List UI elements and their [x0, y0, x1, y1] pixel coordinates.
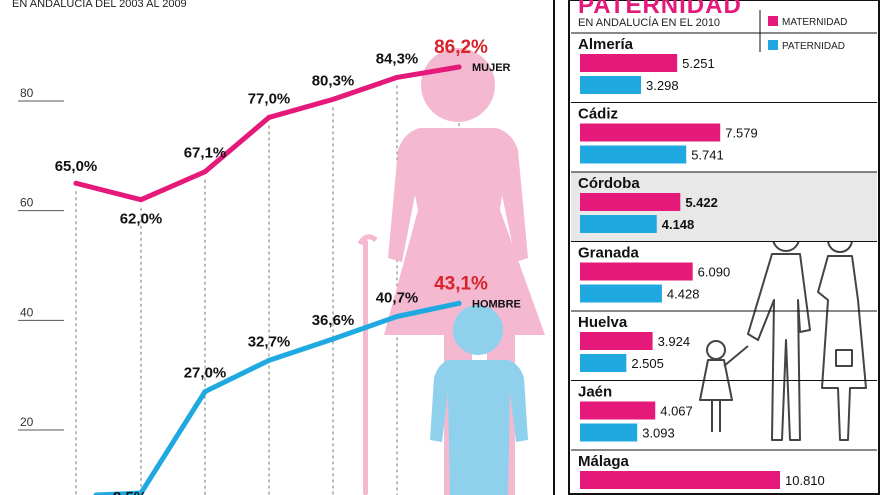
- boy-illustration: [430, 305, 528, 495]
- data-point: [138, 197, 144, 203]
- data-label: 62,0%: [120, 211, 163, 228]
- cane: [363, 240, 368, 495]
- y-tick-label: 60: [20, 196, 34, 210]
- data-point: [266, 357, 272, 363]
- data-labels: 65,0% 62,0% 67,1% 77,0% 80,3% 84,3% 86,2% 27,0%…: [55, 37, 488, 495]
- data-label: 84,3%: [376, 50, 419, 67]
- category-label: Granada: [578, 245, 640, 262]
- line-chart: EN ANDALUCÍA DEL 2003 AL 2009 80 60 40 20 6…: [12, 0, 545, 495]
- bar-value-label: 5.251: [682, 56, 715, 71]
- bar-maternidad: [580, 123, 721, 142]
- bar-value-label: 5.422: [685, 195, 718, 210]
- bar-value-label: 3.093: [642, 426, 675, 441]
- bar-value-label: 6.090: [698, 265, 731, 280]
- bar-paternidad: [580, 284, 662, 303]
- cane-handle: [357, 234, 378, 246]
- data-point: [330, 336, 336, 342]
- y-tick-label: 20: [20, 415, 34, 429]
- data-label: 32,7%: [248, 333, 291, 350]
- data-label-clipped: 8,5%: [113, 489, 147, 495]
- data-label: 77,0%: [248, 90, 291, 107]
- category-label: Cádiz: [578, 106, 618, 123]
- bar-maternidad: [580, 262, 693, 281]
- category-label: Málaga: [578, 453, 630, 470]
- data-label: 80,3%: [312, 72, 355, 89]
- bar-panel-frame: [568, 0, 880, 495]
- data-point: [202, 169, 208, 175]
- boy-head: [453, 305, 503, 355]
- data-point: [202, 389, 208, 395]
- data-point: [456, 300, 462, 306]
- legend-swatch: [768, 40, 778, 50]
- data-label: 36,6%: [312, 312, 355, 329]
- bar-chart: PATERNIDAD EN ANDALUCÍA EN EL 2010 MATER…: [571, 0, 877, 489]
- bar-value-label: 4.148: [662, 217, 695, 232]
- family-illustration: [699, 224, 867, 441]
- category-label: Almería: [578, 36, 634, 53]
- data-label: 65,0%: [55, 158, 98, 175]
- bar-maternidad: [580, 401, 656, 420]
- category-label: Jaén: [578, 384, 612, 401]
- bar-chart-subtitle: EN ANDALUCÍA EN EL 2010: [578, 16, 720, 29]
- data-label: 40,7%: [376, 289, 419, 306]
- data-point: [266, 114, 272, 120]
- series-name-hombre: HOMBRE: [472, 298, 521, 310]
- bar-value-label: 5.741: [691, 148, 724, 163]
- bar-value-label: 7.579: [725, 126, 758, 141]
- bar-maternidad: [580, 471, 780, 489]
- y-tick-label: 80: [20, 86, 34, 100]
- bar-maternidad: [580, 54, 678, 72]
- data-label: 86,2%: [434, 37, 488, 58]
- y-tick-label: 40: [20, 305, 34, 319]
- bar-paternidad: [580, 76, 642, 94]
- data-label: 67,1%: [184, 145, 227, 162]
- bar-value-label: 2.505: [631, 356, 664, 371]
- data-point: [456, 64, 462, 70]
- data-label: 43,1%: [434, 273, 488, 294]
- legend-swatch: [768, 16, 778, 26]
- bar-paternidad: [580, 423, 638, 442]
- bar-maternidad: [580, 193, 681, 211]
- category-label: Córdoba: [578, 175, 640, 192]
- bar-value-label: 3.298: [646, 78, 679, 93]
- bar-value-label: 4.067: [660, 404, 693, 419]
- series-lines: [73, 64, 462, 495]
- legend-label: MATERNIDAD: [782, 17, 847, 28]
- legend: MATERNIDAD PATERNIDAD: [759, 10, 847, 52]
- data-point: [394, 313, 400, 319]
- bar-paternidad: [580, 215, 657, 233]
- series-name-mujer: MUJER: [472, 62, 511, 74]
- data-point: [138, 490, 144, 495]
- bar-value-label: 3.924: [658, 334, 691, 349]
- data-label: 27,0%: [184, 365, 227, 382]
- panel-divider: [553, 0, 555, 495]
- bar-value-label: 10.810: [785, 473, 825, 488]
- data-point: [330, 96, 336, 102]
- data-point: [394, 74, 400, 80]
- bar-paternidad: [580, 145, 687, 164]
- legend-label: PATERNIDAD: [782, 41, 845, 52]
- data-point: [73, 180, 79, 186]
- bar-value-label: 4.428: [667, 287, 700, 302]
- bar-chart-title: PATERNIDAD: [578, 0, 742, 19]
- bar-maternidad: [580, 332, 653, 350]
- category-label: Huelva: [578, 314, 628, 331]
- woman-head: [421, 48, 495, 122]
- line-chart-subtitle: EN ANDALUCÍA DEL 2003 AL 2009: [12, 0, 187, 10]
- bar-paternidad: [580, 354, 627, 372]
- series-names: MUJER HOMBRE: [472, 62, 521, 310]
- boy-body: [430, 360, 528, 495]
- y-axis-ticks: 80 60 40 20: [18, 86, 64, 431]
